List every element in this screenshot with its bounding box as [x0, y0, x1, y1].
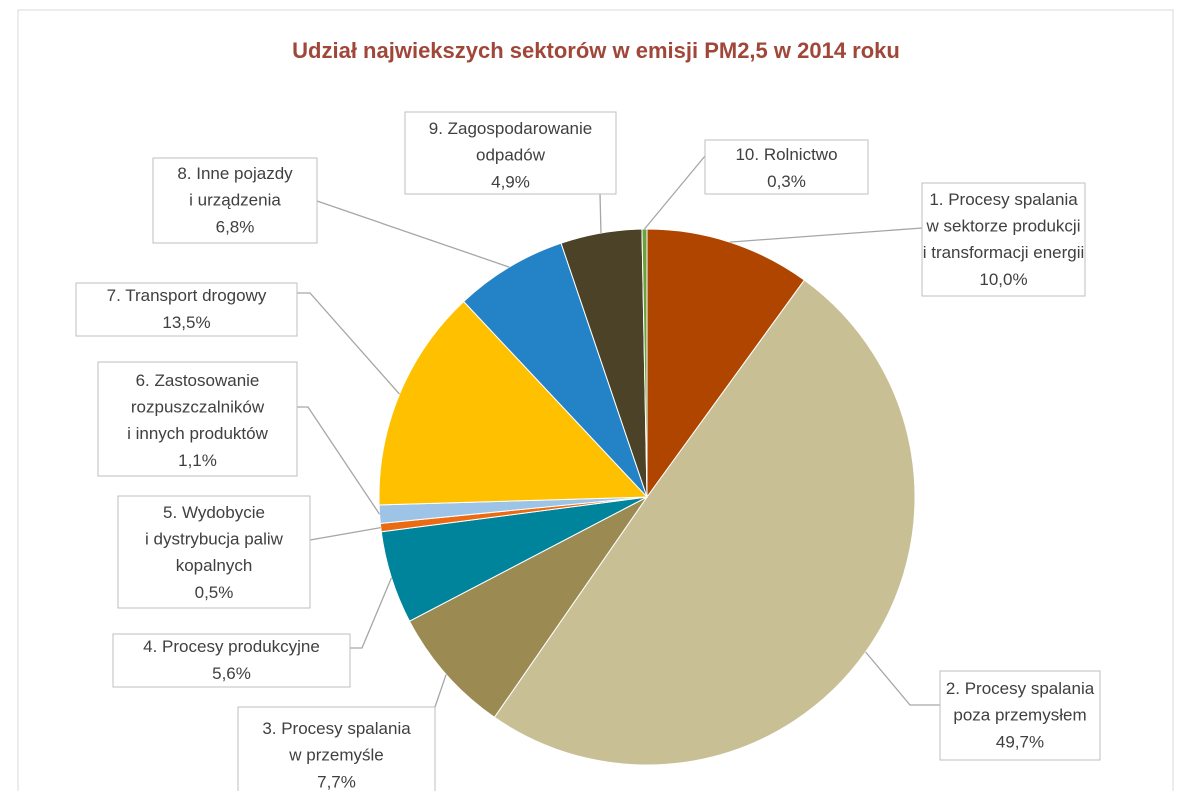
- category-label: 1. Procesy spalania w sektorze produkcji i…: [923, 190, 1085, 262]
- leader-line: [297, 292, 401, 395]
- value-label: 7,7%: [317, 772, 356, 791]
- leader-line: [309, 526, 381, 541]
- label-box: [704, 139, 869, 195]
- pie-slice: [408, 496, 648, 719]
- category-label: 3. Procesy spalania w przemyśle: [262, 719, 411, 765]
- value-label: 5,6%: [212, 664, 251, 683]
- leader-line: [350, 577, 393, 649]
- chart-title: Udział najwiekszych sektorów w emisji PM…: [292, 38, 900, 63]
- leader-line: [434, 674, 447, 708]
- label-box: [97, 361, 298, 477]
- label-box: [939, 670, 1101, 761]
- label-box: [237, 706, 436, 791]
- label-box: [152, 157, 318, 244]
- value-label: 0,3%: [767, 172, 806, 191]
- leader-line: [297, 406, 381, 515]
- value-label: 4,9%: [491, 172, 530, 191]
- leader-line: [599, 193, 602, 233]
- label-box: [75, 282, 298, 337]
- label-box: [112, 633, 351, 688]
- leader-line: [729, 227, 923, 243]
- category-label: 6. Zastosowanie rozpuszczalników i innych …: [127, 371, 269, 443]
- pie-slice: [493, 279, 916, 766]
- value-label: 6,8%: [216, 217, 255, 236]
- category-label: 9. Zagospodarowanie odpadów: [429, 119, 593, 165]
- pie-slice: [641, 228, 648, 498]
- value-label: 49,7%: [996, 732, 1044, 751]
- pie-slice: [462, 242, 648, 498]
- value-label: 1,1%: [178, 451, 217, 470]
- category-label: 10. Rolnictwo: [735, 145, 837, 164]
- pie-slice: [646, 228, 806, 499]
- category-label: 2. Procesy spalania poza przemysłem: [946, 679, 1095, 725]
- value-label: 13,5%: [162, 313, 210, 332]
- label-box: [117, 495, 311, 609]
- label-box: [921, 182, 1086, 297]
- pie-slice: [378, 300, 649, 506]
- leader-line: [643, 155, 706, 230]
- value-label: 10,0%: [979, 270, 1027, 289]
- category-label: 5. Wydobycie i dystrybucja paliw kopalnych: [145, 503, 284, 575]
- category-label: 4. Procesy produkcyjne: [143, 637, 320, 656]
- category-label: 7. Transport drogowy: [107, 286, 267, 305]
- category-label: 8. Inne pojazdy i urządzenia: [177, 164, 293, 210]
- value-label: 0,5%: [195, 583, 234, 602]
- leader-line: [316, 200, 510, 268]
- leader-line: [865, 651, 940, 706]
- label-box: [404, 111, 617, 195]
